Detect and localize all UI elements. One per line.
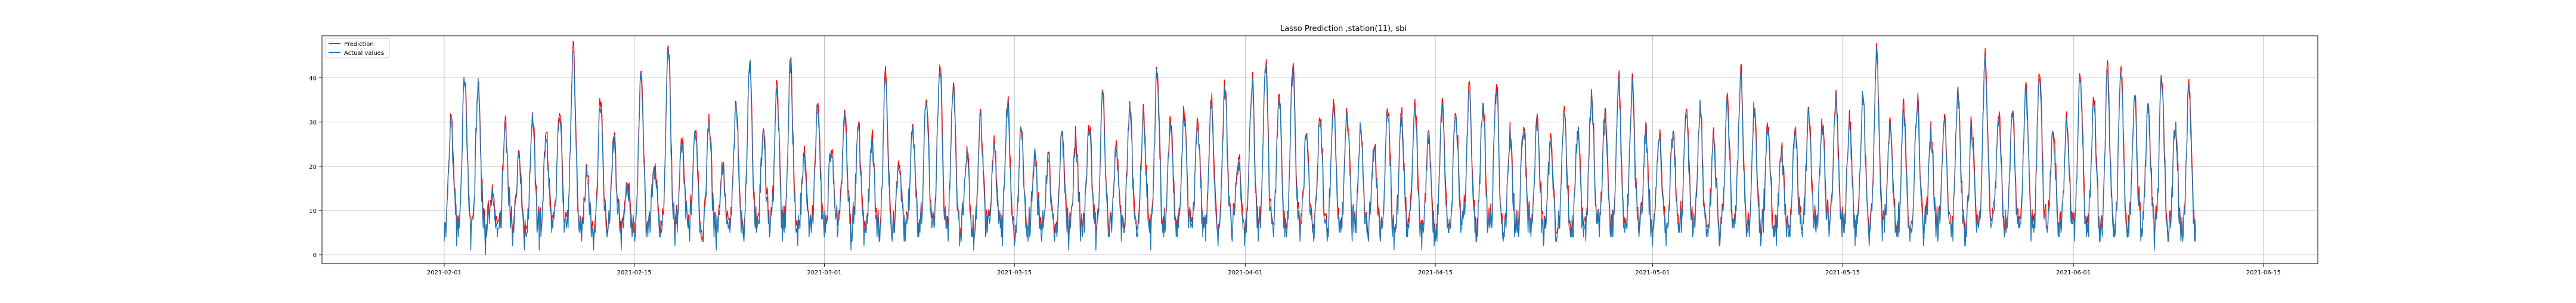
legend-label-actual: Actual values (344, 50, 384, 57)
y-tick-label: 30 (309, 120, 317, 126)
series-line-actual (444, 47, 2196, 255)
y-tick-label: 40 (309, 75, 317, 82)
tick-layer: 2021-02-01 2021-02-15 2021-03-01 2021-03-15… (309, 75, 2281, 276)
legend-box (324, 38, 390, 58)
x-tick-label: 2021-04-01 (1228, 270, 1262, 276)
x-tick-label: 2021-05-15 (1825, 270, 1860, 276)
y-tick-label: 10 (309, 208, 317, 215)
x-tick-label: 2021-06-01 (2056, 270, 2091, 276)
y-tick-label: 20 (309, 164, 317, 171)
x-tick-label: 2021-03-15 (997, 270, 1032, 276)
grid-layer (322, 36, 2318, 264)
legend: Prediction Actual values (324, 38, 390, 58)
chart-title: Lasso Prediction ,station(11), sbi (1280, 24, 1407, 33)
x-tick-label: 2021-03-01 (807, 270, 841, 276)
series-line-prediction (444, 41, 2196, 249)
y-tick-label: 0 (313, 252, 317, 259)
x-tick-label: 2021-02-01 (427, 270, 462, 276)
plot-frame (321, 35, 2318, 264)
series-layer (444, 41, 2196, 255)
x-tick-label: 2021-05-01 (1635, 270, 1670, 276)
x-tick-label: 2021-02-15 (617, 270, 652, 276)
x-tick-label: 2021-04-15 (1418, 270, 1453, 276)
x-tick-label: 2021-06-15 (2246, 270, 2281, 276)
legend-label-prediction: Prediction (344, 41, 374, 48)
